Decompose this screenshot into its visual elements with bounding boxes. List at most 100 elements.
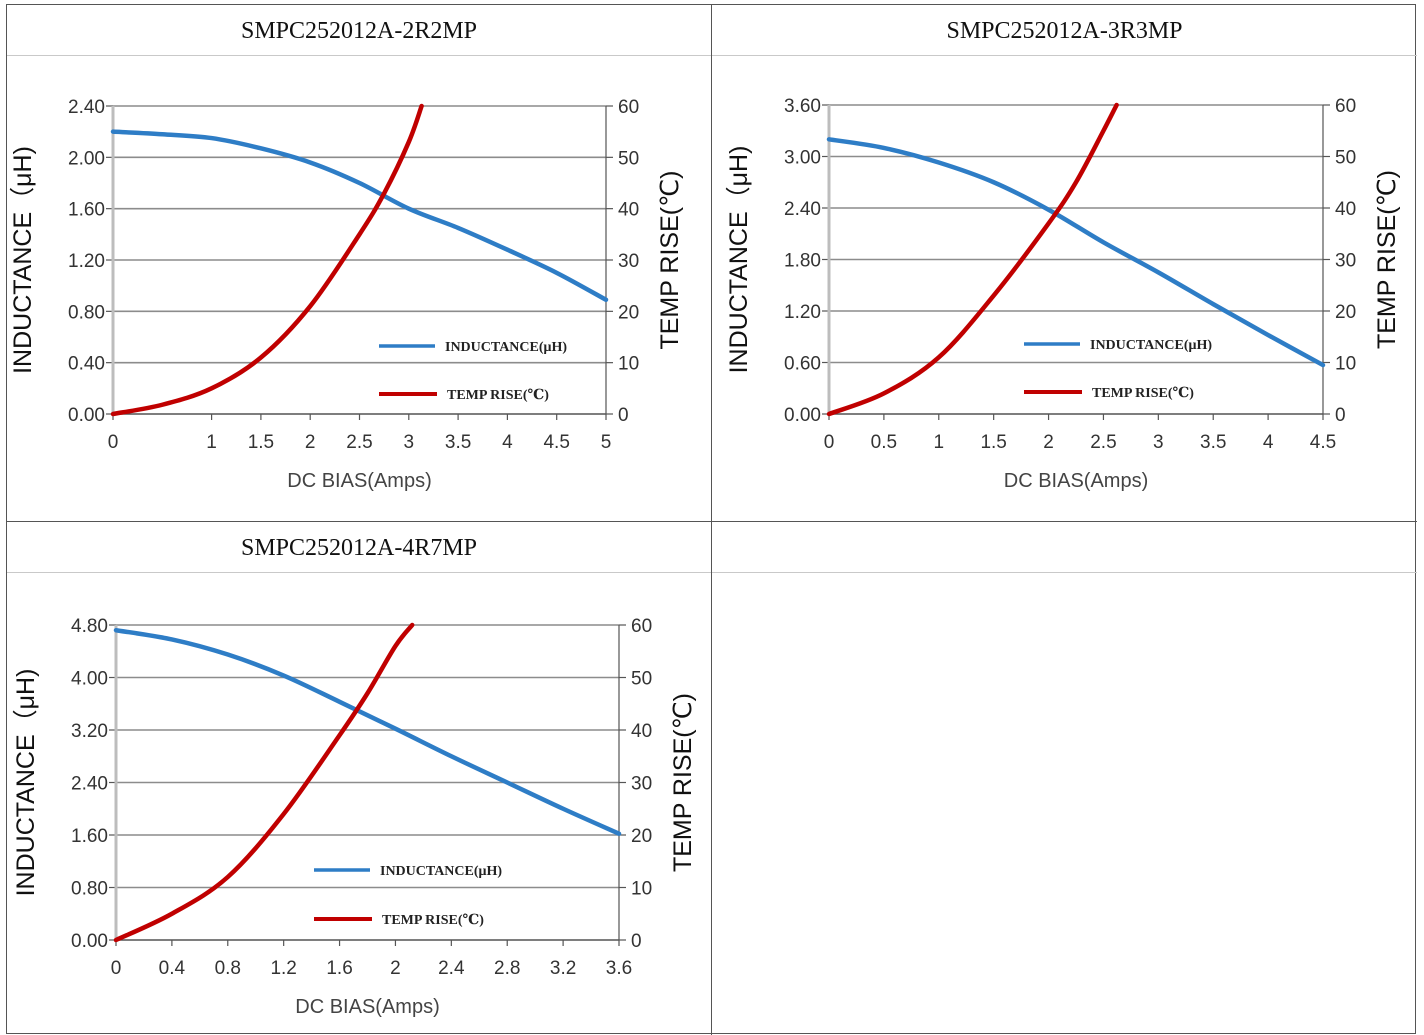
y-tick-label: 0.00 (68, 405, 105, 426)
y2-tick-label: 10 (1335, 354, 1356, 375)
y-tick-label: 2.40 (784, 199, 821, 220)
y-tick-label: 0.40 (68, 354, 105, 375)
inductance-chart-2r2: 0.000.400.801.201.602.002.40010203040506… (7, 55, 711, 521)
series-line-inductance (829, 139, 1323, 365)
y2-tick-label: 0 (1335, 405, 1346, 426)
x-tick-label: 4.5 (543, 432, 569, 453)
y-tick-label: 0.60 (784, 354, 821, 375)
x-tick-label: 0 (111, 958, 122, 979)
y2-tick-label: 0 (618, 405, 629, 426)
x-tick-label: 1.2 (270, 958, 296, 979)
x-tick-label: 1 (933, 432, 944, 453)
y-tick-label: 2.40 (68, 97, 105, 118)
y-axis-title: INDUCTANCE（μH) (12, 669, 40, 897)
x-tick-label: 3.5 (1200, 432, 1226, 453)
chart-title: SMPC252012A-4R7MP (7, 522, 711, 573)
x-tick-label: 4 (1263, 432, 1274, 453)
x-tick-label: 1 (206, 432, 217, 453)
x-tick-label: 0.8 (215, 958, 241, 979)
y2-tick-label: 60 (1335, 96, 1356, 117)
legend-label: INDUCTANCE(μH) (445, 340, 567, 355)
chart-title: SMPC252012A-3R3MP (712, 5, 1417, 56)
y-tick-label: 3.20 (71, 721, 108, 742)
y-tick-label: 1.60 (68, 200, 105, 221)
y-tick-label: 3.00 (784, 148, 821, 169)
legend-label: INDUCTANCE(μH) (380, 864, 502, 879)
y-axis-title: INDUCTANCE（μH) (725, 146, 753, 374)
chart-cell-3r3: SMPC252012A-3R3MP 0.00 0.60 1.20 1.80 2.40 3.… (712, 5, 1417, 521)
y2-axis-title: TEMP RISE(℃) (656, 170, 684, 349)
x-tick-label: 0 (824, 432, 835, 453)
x-tick-label: 2.5 (1090, 432, 1116, 453)
empty-cell (712, 522, 1417, 1035)
x-tick-label: 0.5 (871, 432, 897, 453)
y-tick-label: 0.00 (784, 405, 821, 426)
inductance-chart-4r7: 0.000.801.602.403.204.004.80010203040506… (7, 572, 711, 1035)
y-tick-label: 4.80 (71, 616, 108, 637)
y-tick-label: 1.20 (784, 302, 821, 323)
x-tick-label: 2.5 (346, 432, 372, 453)
y2-tick-label: 50 (618, 148, 639, 169)
x-tick-label: 1.5 (248, 432, 274, 453)
x-tick-label: 3.5 (445, 432, 471, 453)
x-tick-label: 0.4 (159, 958, 186, 979)
x-tick-label: 4 (502, 432, 513, 453)
y-axis-title: INDUCTANCE（μH) (9, 146, 37, 374)
y2-tick-label: 30 (1335, 251, 1356, 272)
y2-tick-label: 40 (618, 200, 639, 221)
y2-tick-label: 50 (631, 669, 652, 690)
x-tick-label: 2 (305, 432, 316, 453)
y2-tick-label: 60 (618, 97, 639, 118)
y-tick-label: 2.00 (68, 148, 105, 169)
y-tick-label: 0.80 (71, 879, 108, 900)
x-tick-label: 3 (404, 432, 415, 453)
y2-tick-label: 0 (631, 931, 642, 952)
x-axis-title: DC BIAS(Amps) (1004, 470, 1148, 492)
x-tick-label: 2 (1043, 432, 1054, 453)
y-tick-label: 0.80 (68, 302, 105, 323)
y2-tick-label: 50 (1335, 148, 1356, 169)
x-tick-label: 2 (390, 958, 401, 979)
x-tick-label: 2.4 (438, 958, 465, 979)
legend-label: TEMP RISE(℃) (1092, 386, 1194, 401)
chart-title: SMPC252012A-2R2MP (7, 5, 711, 56)
x-axis-title: DC BIAS(Amps) (287, 470, 431, 492)
x-tick-label: 3 (1153, 432, 1164, 453)
y2-tick-label: 10 (618, 354, 639, 375)
x-tick-label: 5 (601, 432, 612, 453)
x-axis-title: DC BIAS(Amps) (295, 996, 439, 1018)
y-tick-label: 3.60 (784, 96, 821, 117)
y2-tick-label: 40 (631, 721, 652, 742)
y-tick-label: 1.60 (71, 826, 108, 847)
legend-label: INDUCTANCE(μH) (1090, 338, 1212, 353)
x-tick-label: 2.8 (494, 958, 520, 979)
x-tick-label: 3.6 (606, 958, 632, 979)
y-tick-label: 1.20 (68, 251, 105, 272)
x-tick-label: 0 (108, 432, 119, 453)
y2-tick-label: 30 (631, 774, 652, 795)
y2-tick-label: 60 (631, 616, 652, 637)
x-tick-label: 3.2 (550, 958, 576, 979)
y2-axis-title: TEMP RISE(℃) (669, 693, 697, 872)
legend-label: TEMP RISE(℃) (382, 913, 484, 928)
chart-cell-2r2: SMPC252012A-2R2MP 0.00 0.40 0.80 1.20 1.60 2.… (7, 5, 711, 521)
y2-tick-label: 20 (1335, 302, 1356, 323)
y2-tick-label: 30 (618, 251, 639, 272)
y2-axis-title: TEMP RISE(℃) (1373, 170, 1401, 349)
y2-tick-label: 10 (631, 879, 652, 900)
x-tick-label: 1.6 (326, 958, 352, 979)
x-tick-label: 4.5 (1310, 432, 1336, 453)
y2-tick-label: 20 (618, 302, 639, 323)
y-tick-label: 4.00 (71, 669, 108, 690)
inductance-chart-3r3: 0.000.601.201.802.403.003.60010203040506… (712, 55, 1417, 521)
x-tick-label: 1.5 (980, 432, 1006, 453)
series-line-inductance (116, 630, 619, 833)
legend-label: TEMP RISE(℃) (447, 388, 549, 403)
y2-tick-label: 40 (1335, 199, 1356, 220)
y-tick-label: 2.40 (71, 774, 108, 795)
y-tick-label: 0.00 (71, 931, 108, 952)
y2-tick-label: 20 (631, 826, 652, 847)
y-tick-label: 1.80 (784, 251, 821, 272)
